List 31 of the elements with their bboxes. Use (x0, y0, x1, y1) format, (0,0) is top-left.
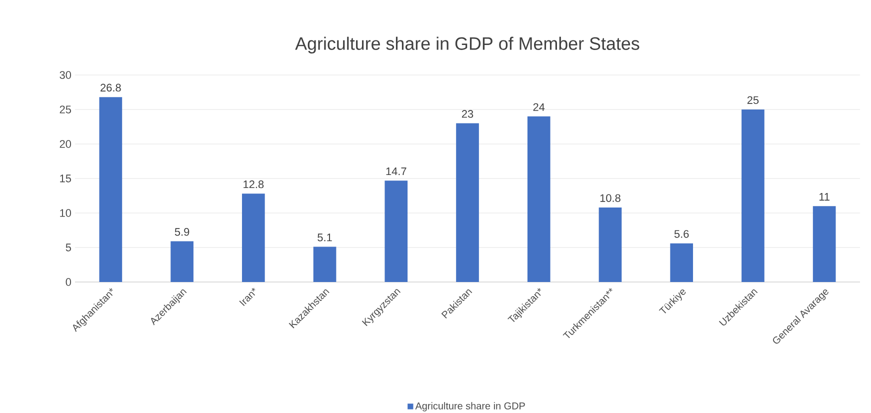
bar (242, 194, 265, 282)
bar (527, 116, 550, 282)
chart-title: Agriculture share in GDP of Member States (295, 36, 640, 54)
data-label: 14.7 (386, 168, 406, 176)
y-tick-label: 5 (66, 244, 72, 252)
data-label: 10.8 (600, 194, 620, 202)
data-label: 5.6 (674, 230, 689, 238)
y-tick-label: 0 (66, 278, 72, 286)
data-label: 26.8 (100, 84, 121, 92)
data-label: 5.1 (318, 234, 332, 242)
bar (812, 206, 836, 282)
data-label: 24 (533, 103, 545, 111)
bar (313, 246, 336, 282)
bar (670, 243, 694, 282)
data-label: 11 (819, 193, 830, 201)
data-label: 5.9 (174, 228, 190, 236)
bar (99, 97, 122, 282)
y-tick-label: 30 (60, 71, 72, 79)
bar (170, 241, 194, 282)
bar (384, 180, 408, 282)
bar (456, 123, 479, 282)
y-tick-label: 10 (60, 209, 72, 217)
data-label: 12.8 (244, 180, 264, 188)
bar (742, 110, 764, 282)
y-tick-label: 15 (60, 174, 72, 182)
data-label: 23 (462, 110, 474, 118)
bar (598, 207, 622, 282)
data-label: 25 (747, 96, 759, 104)
y-tick-label: 25 (60, 106, 72, 114)
y-tick-label: 20 (60, 140, 72, 148)
legend-label: Agriculture share in GDP (415, 402, 525, 412)
